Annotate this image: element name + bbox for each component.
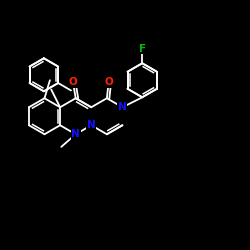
Text: O: O bbox=[104, 77, 113, 87]
Text: F: F bbox=[139, 44, 146, 54]
Text: N: N bbox=[118, 102, 127, 112]
Text: N: N bbox=[87, 120, 96, 130]
Text: N: N bbox=[71, 129, 80, 139]
Text: O: O bbox=[68, 77, 77, 87]
Text: O: O bbox=[68, 77, 77, 87]
Text: N: N bbox=[118, 102, 127, 112]
Text: O: O bbox=[104, 77, 113, 87]
Text: F: F bbox=[139, 44, 146, 54]
Text: N: N bbox=[87, 120, 96, 130]
Text: N: N bbox=[71, 129, 80, 139]
